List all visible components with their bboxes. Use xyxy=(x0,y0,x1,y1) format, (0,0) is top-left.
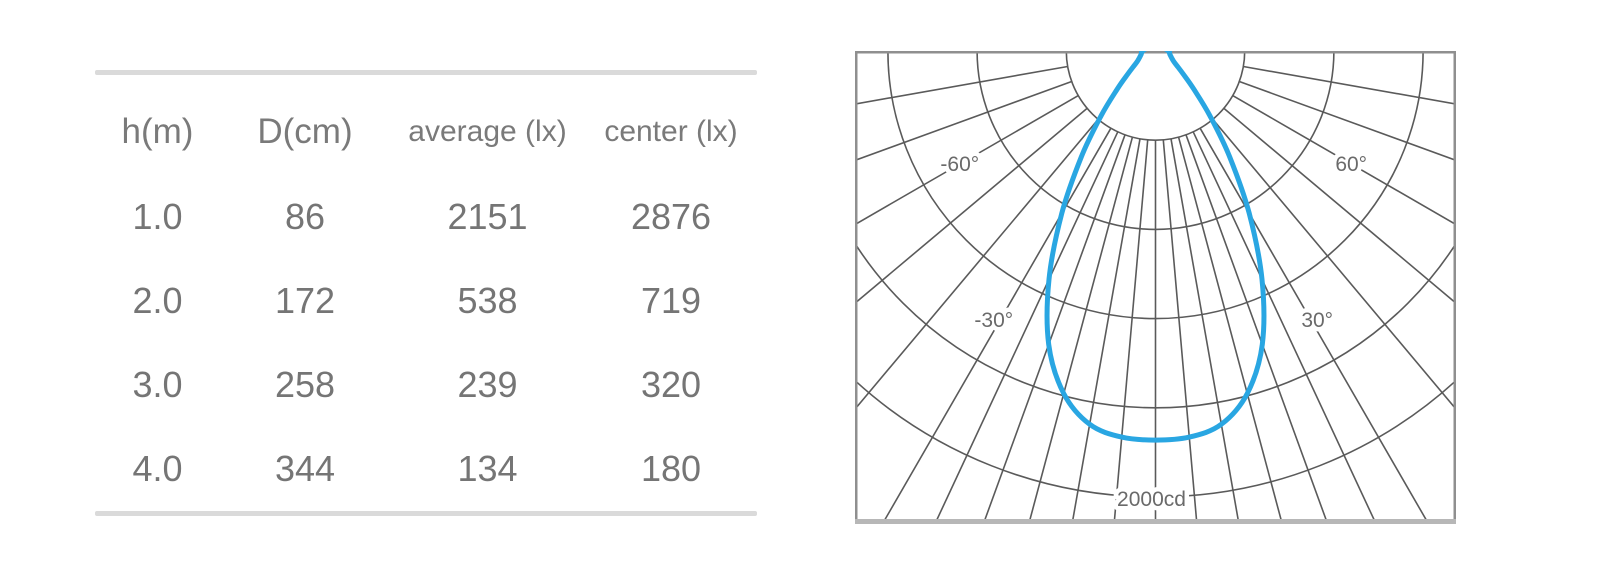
column-header-center: center (lx) xyxy=(604,115,738,148)
table-cell: 180 xyxy=(640,448,702,489)
table-cell: 2876 xyxy=(630,196,712,237)
table-cell: 172 xyxy=(274,280,336,321)
polar-radial-line xyxy=(1027,136,1134,524)
illuminance-table: h(m) D(cm) average (lx) center (lx) 1.0 … xyxy=(95,75,757,511)
polar-radial-line xyxy=(1162,139,1198,524)
table-cell: 134 xyxy=(457,448,518,489)
table-cell: 239 xyxy=(457,364,518,405)
polar-radial-line xyxy=(1199,127,1430,524)
polar-radial-line xyxy=(1192,131,1377,524)
polar-radial-line xyxy=(881,127,1112,524)
illuminance-table-panel: h(m) D(cm) average (lx) center (lx) 1.0 … xyxy=(95,70,757,516)
polar-radial-line xyxy=(1071,138,1141,524)
polar-radial-line xyxy=(855,118,1099,411)
polar-radial-line xyxy=(1177,136,1284,524)
table-cell: 258 xyxy=(274,364,336,405)
polar-radial-line xyxy=(855,65,1068,105)
table-cell: 719 xyxy=(640,280,702,321)
table-cell: 4.0 xyxy=(132,448,183,489)
polar-radial-line xyxy=(1232,94,1456,226)
table-cell: 2.0 xyxy=(132,280,183,321)
polar-radial-line xyxy=(855,80,1072,162)
candela-scale-label: 2000cd xyxy=(1117,488,1186,511)
polar-radial-line xyxy=(1185,134,1329,524)
table-cell: 344 xyxy=(274,448,336,489)
table-cell: 320 xyxy=(640,364,702,405)
column-header-height: h(m) xyxy=(121,112,194,151)
table-cell: 3.0 xyxy=(132,364,183,405)
angle-label: -30° xyxy=(974,309,1013,332)
photometric-polar-chart: -60° 60° -30° 30° 2000cd xyxy=(855,51,1456,524)
polar-radial-line xyxy=(1212,118,1456,411)
angle-label: 30° xyxy=(1301,309,1333,332)
polar-radial-line xyxy=(1239,80,1456,162)
column-header-diameter: D(cm) xyxy=(257,112,353,151)
column-header-average: average (lx) xyxy=(408,115,567,148)
polar-radial-line xyxy=(1170,138,1240,524)
polar-radial-line xyxy=(1113,139,1149,524)
table-cell: 1.0 xyxy=(132,196,183,237)
polar-radial-line xyxy=(855,94,1079,226)
angle-label: 60° xyxy=(1335,153,1367,176)
polar-radial-line xyxy=(934,131,1119,524)
table-cell: 2151 xyxy=(447,196,528,237)
polar-radial-line xyxy=(982,134,1126,524)
polar-radial-line xyxy=(1243,65,1456,105)
polar-radial-line xyxy=(1223,107,1456,305)
table-bottom-rule xyxy=(95,511,757,516)
angle-label: -60° xyxy=(940,153,979,176)
table-top-rule xyxy=(95,70,757,75)
intensity-curve xyxy=(1044,51,1267,443)
table-cell: 538 xyxy=(457,280,518,321)
polar-radial-line xyxy=(855,107,1088,305)
table-cell: 86 xyxy=(284,196,326,237)
